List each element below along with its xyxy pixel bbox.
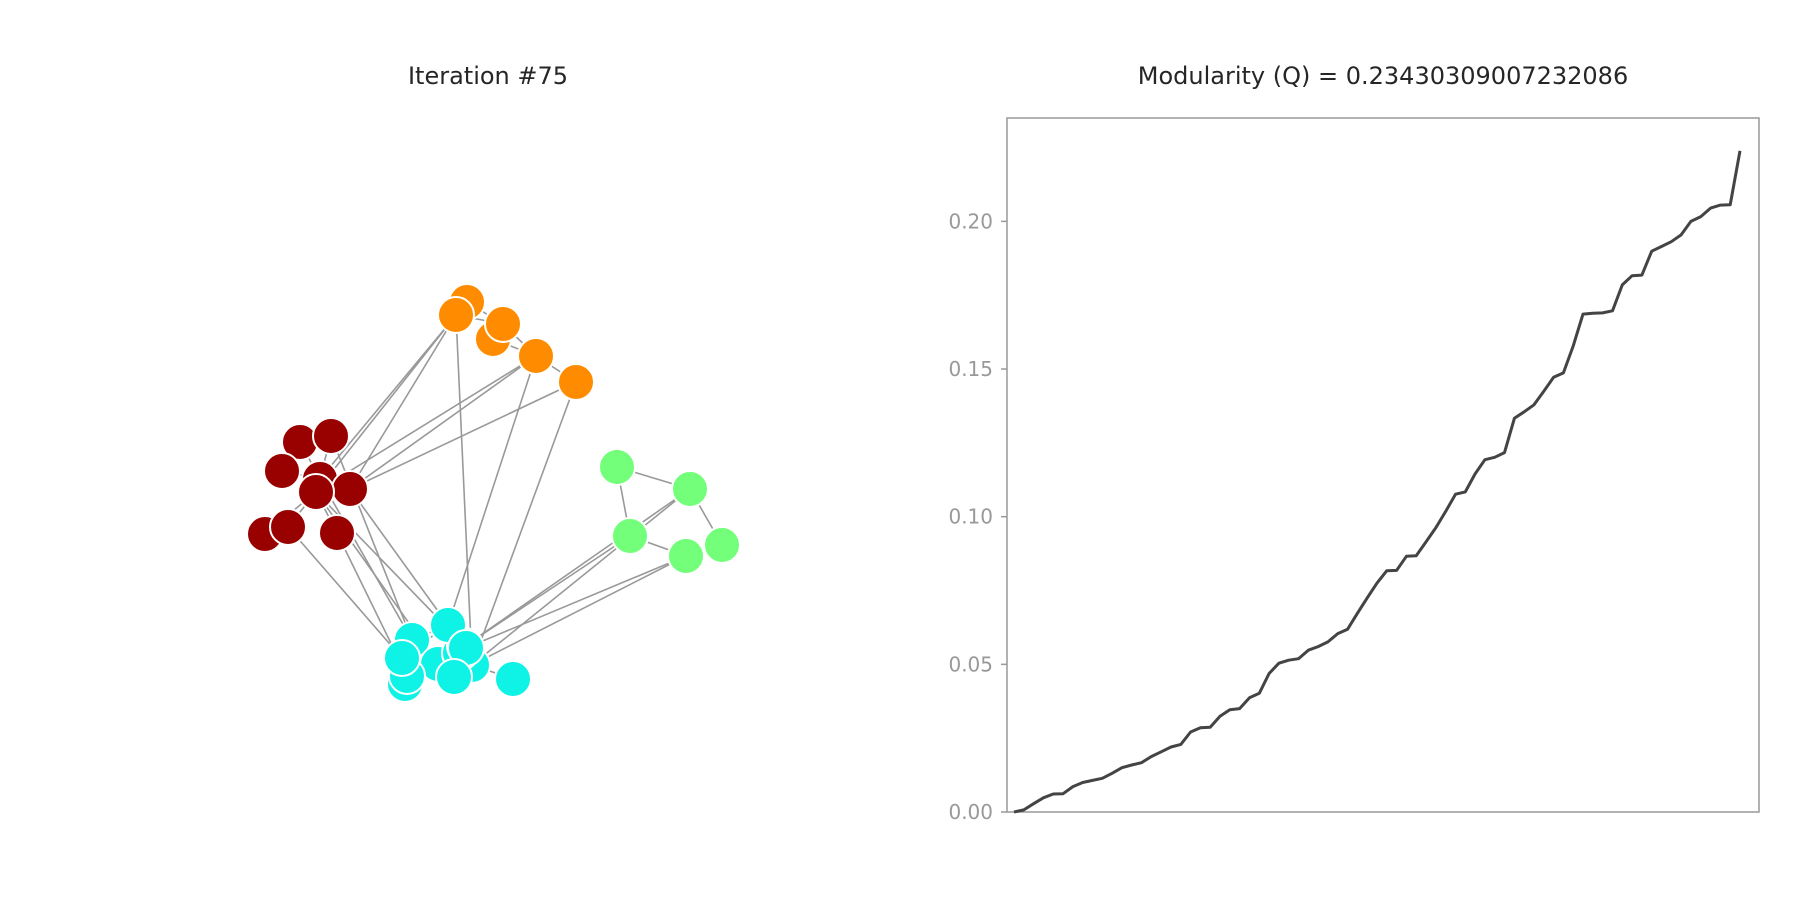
graph-edge [455, 314, 473, 666]
graph-node-dark-red [263, 452, 301, 490]
plot-frame [1006, 117, 1760, 813]
graph-node-dark-red [269, 508, 307, 546]
graph-edge [471, 381, 577, 666]
graph-node-light-green [598, 448, 636, 486]
network-graph-panel: Iteration #75 [246, 62, 741, 703]
graph-node-light-green [611, 517, 649, 555]
graph-edge [319, 301, 468, 480]
graph-edge [465, 555, 687, 649]
graph-node-cyan [435, 658, 473, 696]
y-tick-label: 0.10 [948, 505, 993, 529]
modularity-line [1013, 150, 1742, 814]
graph-nodes [246, 283, 741, 703]
graph-node-light-green [667, 537, 705, 575]
graph-edge [287, 526, 403, 659]
modularity-chart-panel: Modularity (Q) = 0.23430309007232086 0.0… [948, 62, 1760, 824]
graph-node-orange [557, 363, 595, 401]
chart-title: Modularity (Q) = 0.23430309007232086 [1138, 62, 1628, 90]
graph-edge [330, 435, 413, 641]
graph-node-dark-red [297, 473, 335, 511]
graph-node-dark-red [312, 417, 350, 455]
y-tick-label: 0.05 [948, 652, 993, 676]
graph-node-light-green [671, 470, 709, 508]
graph-edge [464, 535, 631, 647]
graph-node-orange [437, 296, 475, 334]
graph-edge [319, 478, 413, 641]
graph-title: Iteration #75 [408, 62, 568, 90]
graph-node-orange [484, 305, 522, 343]
graph-node-cyan [383, 639, 421, 677]
graph-edge [349, 314, 457, 490]
graph-edge [464, 488, 691, 647]
graph-node-cyan [494, 660, 532, 698]
graph-edge [349, 381, 577, 490]
y-tick-label: 0.00 [948, 800, 993, 824]
graph-node-light-green [703, 526, 741, 564]
graph-node-dark-red [318, 514, 356, 552]
y-tick-label: 0.20 [948, 209, 993, 233]
graph-edge [349, 488, 449, 626]
graph-node-dark-red [331, 470, 369, 508]
graph-node-orange [517, 337, 555, 375]
y-tick-label: 0.15 [948, 357, 993, 381]
graph-edge [471, 488, 691, 666]
graph-edge [471, 555, 687, 666]
graph-edge [447, 355, 537, 626]
graph-edge [349, 355, 537, 490]
graph-edge [315, 355, 537, 493]
y-axis-ticks: 0.00 0.05 0.10 0.15 0.20 [948, 209, 1007, 824]
